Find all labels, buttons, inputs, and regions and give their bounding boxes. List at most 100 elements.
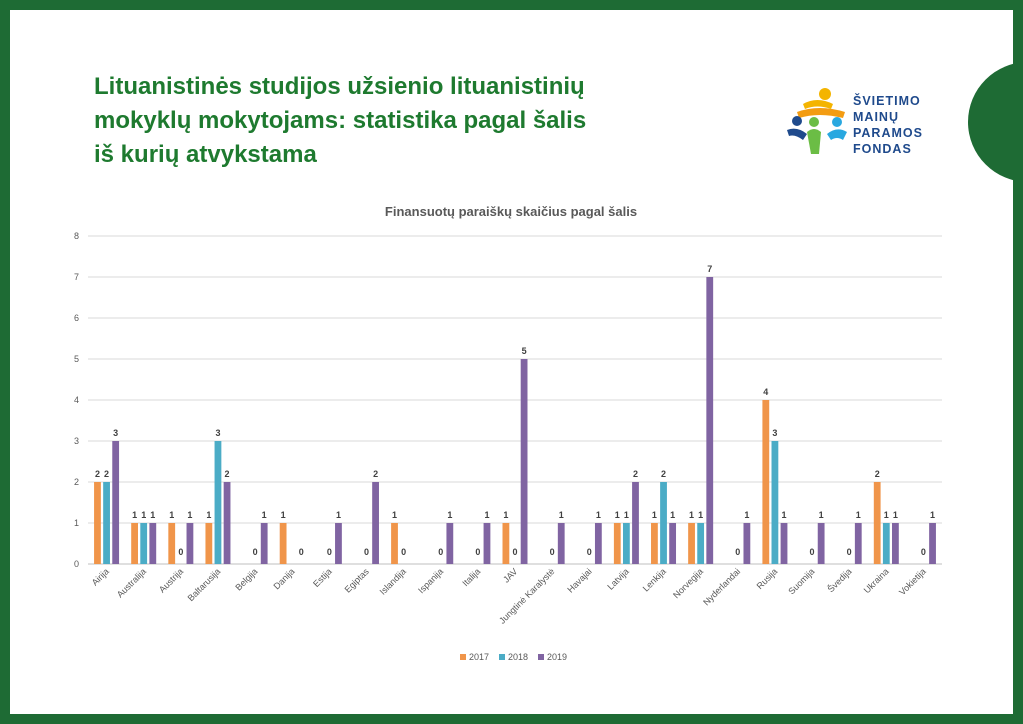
x-tick-label: Austrija (157, 566, 185, 594)
slide-title: Lituanistinės studijos užsienio lituanis… (94, 70, 654, 172)
bar-2018 (882, 523, 890, 564)
data-label: 1 (169, 510, 174, 520)
bar-2019 (594, 523, 602, 564)
data-label: 0 (550, 547, 555, 557)
bar-2017 (168, 523, 176, 564)
bar-2019 (223, 482, 231, 564)
logo-wordmark: ŠVIETIMO MAINŲ PARAMOS FONDAS (853, 93, 923, 157)
x-tick-label: Egiptas (343, 566, 372, 595)
bar-2019 (632, 482, 639, 564)
data-label: 0 (401, 547, 406, 557)
chart-title: Finansuotų paraiškų skaičius pagal šalis (385, 204, 637, 219)
bar-2019 (929, 523, 936, 564)
x-tick-label: Ispanija (416, 566, 445, 595)
logo: ŠVIETIMO MAINŲ PARAMOS FONDAS (783, 82, 953, 162)
x-tick-label: Baltarusija (186, 566, 223, 603)
logo-line-3: PARAMOS (853, 126, 923, 140)
slide-title-line-2: mokyklų mokytojams: statistika pagal šal… (94, 107, 587, 135)
data-label: 0 (253, 547, 258, 557)
data-label: 2 (225, 469, 230, 479)
x-tick-label: Havajai (565, 566, 593, 594)
y-tick-label: 2 (74, 477, 79, 487)
bar-2019 (372, 482, 379, 564)
data-label: 2 (104, 469, 109, 479)
x-tick-label: Lenkija (641, 566, 668, 593)
data-label: 0 (364, 547, 369, 557)
y-tick-label: 0 (74, 559, 79, 569)
data-label: 3 (113, 428, 118, 438)
y-tick-label: 5 (74, 354, 79, 364)
y-tick-label: 3 (74, 436, 79, 446)
data-label: 1 (503, 510, 508, 520)
legend-label-2018: 2018 (508, 652, 528, 662)
bar-2019 (780, 523, 788, 564)
bar-2018 (140, 523, 148, 564)
bar-2019 (483, 523, 491, 564)
data-label: 2 (633, 469, 638, 479)
data-label: 1 (206, 510, 211, 520)
bar-2017 (762, 400, 770, 564)
data-label: 7 (707, 264, 712, 274)
x-tick-label: Islandija (378, 566, 408, 596)
data-label: 0 (327, 547, 332, 557)
data-label: 1 (132, 510, 137, 520)
bar-2017 (873, 482, 881, 564)
bar-2019 (557, 523, 565, 564)
bar-2019 (149, 523, 157, 564)
data-label: 2 (95, 469, 100, 479)
data-label: 0 (735, 547, 740, 557)
data-label: 0 (178, 547, 183, 557)
logo-mark-icon (787, 88, 847, 154)
x-tick-label: JAV (501, 566, 519, 584)
x-tick-label: Italija (460, 566, 482, 588)
bar-2019 (854, 523, 862, 564)
data-label: 1 (744, 510, 749, 520)
data-label: 1 (624, 510, 629, 520)
chart-legend: 2017 2018 2019 (460, 652, 567, 662)
data-label: 2 (875, 469, 880, 479)
data-label: 1 (670, 510, 675, 520)
logo-line-1: ŠVIETIMO (853, 94, 921, 108)
x-tick-label: Ukraina (862, 566, 891, 595)
data-label: 1 (392, 510, 397, 520)
data-label: 1 (782, 510, 787, 520)
logo-line-2: MAINŲ (853, 110, 899, 124)
data-label: 1 (187, 510, 192, 520)
data-label: 0 (847, 547, 852, 557)
data-label: 0 (438, 547, 443, 557)
bar-2017 (613, 523, 621, 564)
bar-2017 (279, 523, 287, 564)
bar-2017 (502, 523, 510, 564)
data-label: 1 (856, 510, 861, 520)
y-tick-label: 4 (74, 395, 79, 405)
data-label: 1 (141, 510, 146, 520)
legend-label-2019: 2019 (547, 652, 567, 662)
bar-2019 (817, 523, 825, 564)
x-tick-label: Rusija (755, 566, 780, 591)
bar-2019 (743, 523, 751, 564)
y-axis-ticks: 0 1 2 3 4 5 6 7 8 (74, 231, 79, 569)
data-label: 1 (596, 510, 601, 520)
bar-2017 (688, 523, 695, 564)
bar-2017 (391, 523, 398, 564)
data-label: 1 (652, 510, 657, 520)
x-tick-label: Norvegija (671, 566, 705, 600)
data-label: 1 (819, 510, 824, 520)
bar-2018 (697, 523, 705, 564)
data-label: 3 (772, 428, 777, 438)
bar-2017 (131, 523, 138, 564)
bar-2018 (660, 482, 667, 564)
data-label: 1 (559, 510, 564, 520)
x-tick-label: Estija (311, 566, 334, 589)
data-label: 2 (661, 469, 666, 479)
bar-2019 (260, 523, 268, 564)
legend-swatch-2017 (460, 654, 466, 660)
bar-2019 (669, 523, 677, 564)
data-label: 5 (522, 346, 527, 356)
bar-2019 (520, 359, 528, 564)
bar-2018 (214, 441, 222, 564)
x-axis-ticks: Airija Australija Austrija Baltarusija Belgi… (90, 566, 928, 626)
